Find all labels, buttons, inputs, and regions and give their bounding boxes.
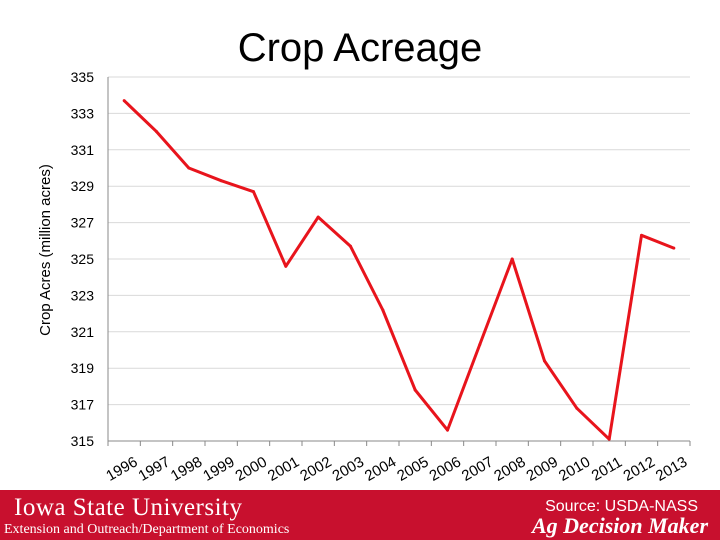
y-tick-labels: 315 317 319 321 323 325 327 329 331 333 335 bbox=[71, 69, 95, 449]
x-tick-label: 1999 bbox=[200, 453, 237, 484]
x-tick-label: 2013 bbox=[653, 453, 690, 484]
x-tick-label: 1996 bbox=[103, 453, 140, 484]
y-tick-label: 327 bbox=[71, 215, 95, 231]
x-tick-label: 2006 bbox=[427, 453, 464, 484]
footer-bar bbox=[0, 490, 720, 540]
x-tick-label: 2008 bbox=[491, 453, 528, 484]
data-point bbox=[413, 388, 417, 392]
series bbox=[122, 99, 676, 441]
data-point bbox=[640, 233, 643, 237]
y-tick-label: 325 bbox=[71, 251, 95, 267]
y-tick-label: 333 bbox=[71, 105, 95, 121]
data-point bbox=[252, 190, 255, 194]
x-tick-label: 2010 bbox=[556, 453, 593, 484]
y-tick-label: 315 bbox=[71, 433, 95, 449]
y-axis-label: Crop Acres (million acres) bbox=[37, 164, 54, 336]
data-point bbox=[543, 359, 546, 363]
x-tick-label: 2012 bbox=[621, 453, 658, 484]
data-point bbox=[219, 179, 223, 183]
data-point bbox=[187, 166, 191, 170]
axes bbox=[107, 77, 691, 446]
series-line bbox=[123, 99, 675, 441]
x-tick-label: 2005 bbox=[394, 453, 431, 484]
data-point bbox=[316, 215, 320, 219]
y-tick-label: 323 bbox=[71, 287, 95, 303]
x-tick-label: 2007 bbox=[459, 453, 496, 484]
y-tick-label: 317 bbox=[71, 397, 95, 413]
data-point bbox=[381, 308, 385, 312]
x-tick-label: 1997 bbox=[136, 453, 173, 484]
y-tick-label: 319 bbox=[71, 360, 95, 376]
data-point bbox=[446, 428, 449, 432]
data-point bbox=[607, 437, 611, 441]
x-tick-label: 1998 bbox=[168, 453, 205, 484]
data-point bbox=[510, 257, 514, 261]
gridlines bbox=[108, 76, 690, 406]
university-wordmark: Iowa State University bbox=[14, 494, 243, 521]
data-point bbox=[349, 244, 352, 248]
data-point bbox=[575, 406, 579, 410]
data-point bbox=[155, 130, 158, 134]
slide-title: Crop Acreage bbox=[237, 26, 483, 70]
x-tick-labels: 1996199719981999200020012002200320042005… bbox=[103, 453, 690, 484]
data-point bbox=[122, 99, 126, 103]
source-note: Source: USDA-NASS bbox=[545, 498, 698, 515]
x-tick-label: 2003 bbox=[330, 453, 367, 484]
data-point bbox=[672, 246, 676, 250]
brand-logo-text: Ag Decision Maker bbox=[532, 513, 708, 538]
y-tick-label: 335 bbox=[71, 69, 95, 85]
y-tick-label: 331 bbox=[71, 142, 95, 158]
data-point bbox=[478, 343, 482, 347]
x-tick-label: 2004 bbox=[362, 453, 399, 484]
x-tick-label: 2002 bbox=[297, 453, 334, 484]
x-tick-label: 2000 bbox=[233, 453, 270, 484]
department-text: Extension and Outreach/Department of Eco… bbox=[4, 522, 290, 537]
x-tick-label: 2001 bbox=[265, 453, 302, 484]
x-tick-label: 2009 bbox=[524, 453, 561, 484]
y-tick-label: 329 bbox=[71, 178, 95, 194]
data-point bbox=[284, 264, 288, 268]
x-tick-label: 2011 bbox=[589, 454, 625, 485]
y-tick-label: 321 bbox=[71, 324, 95, 340]
